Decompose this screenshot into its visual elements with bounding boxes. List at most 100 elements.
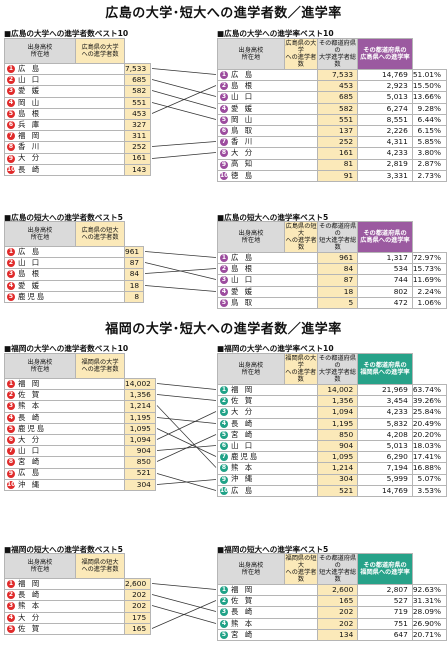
prefecture-name: 長 崎 (231, 418, 255, 428)
prefecture-name: 熊 本 (18, 601, 42, 611)
prefecture-name: 熊 本 (231, 463, 255, 473)
rank-badge: 3 (220, 93, 228, 102)
rank-badge: 4 (7, 98, 15, 107)
rank-badge: 5 (7, 292, 15, 301)
rank-badge: 8 (7, 458, 15, 467)
rank-badge: 1 (220, 254, 228, 263)
prefecture-name: 愛 媛 (231, 103, 255, 113)
prefecture-name: 山 口 (18, 75, 42, 85)
prefecture-name: 鹿児島 (18, 291, 47, 301)
rank-badge: 3 (7, 402, 15, 411)
count-cell: 304 (124, 478, 156, 491)
prefecture-name: 島 根 (231, 264, 255, 274)
rank-badge: 4 (220, 619, 228, 628)
rank-badge: 10 (220, 486, 229, 495)
rank-badge: 1 (220, 386, 228, 395)
right-table-caption: ■福岡の短大への進学率ベスト5 (217, 545, 329, 554)
count-cell: 8 (123, 290, 145, 303)
count-cell: 14,002 (124, 377, 156, 391)
prefecture-name: 佐 賀 (231, 396, 255, 406)
connector-line (144, 285, 217, 292)
rank-badge: 3 (7, 87, 15, 96)
right-table-caption: ■広島の大学への進学率ベスト10 (217, 29, 334, 38)
table-header-row: 出身高校 所在地 福岡県の短大 への進学者数 その都道府県の 短大進学者総数 その都道… (217, 553, 447, 585)
left-table-caption: ■広島の短大への進学者数ベスト5 (4, 213, 123, 222)
prefecture-name: 福 岡 (231, 584, 255, 594)
prefecture-name: 鳥 取 (231, 297, 255, 307)
count-cell: 521 (316, 484, 359, 497)
header-origin: 出身高校 所在地 (4, 221, 76, 247)
header-count: 福岡県の短大 への進学者数 (283, 553, 319, 585)
rank-badge: 5 (7, 624, 15, 633)
origin-cell: 10 徳 島 (217, 169, 318, 182)
count-cell: 1,195 (124, 411, 156, 424)
count-cell: 252 (316, 136, 359, 149)
count-cell: 1,356 (124, 389, 156, 402)
rank-badge: 4 (220, 104, 228, 113)
prefecture-name: 広 島 (18, 468, 42, 478)
connector-line (151, 583, 217, 590)
prefecture-name: 岡 山 (231, 114, 255, 124)
right-ranking-table: 出身高校 所在地 福岡県の大学 への進学者数 その都道府県の 大学進学者総数 その都道… (217, 353, 447, 497)
rank-badge: 3 (7, 270, 15, 279)
table-row: 10 長 崎 143 (4, 163, 152, 176)
count-cell: 7,533 (316, 68, 359, 82)
prefecture-name: 兵 庫 (18, 119, 42, 129)
rank-badge: 1 (7, 248, 15, 257)
right-ranking-table: 出身高校 所在地 福岡県の短大 への進学者数 その都道府県の 短大進学者総数 その都道… (216, 553, 447, 641)
rank-badge: 3 (220, 276, 228, 285)
prefecture-name: 山 口 (18, 446, 42, 456)
table-header-row: 出身高校 所在地 福岡県の短大 への進学者数 (4, 553, 151, 579)
connector-line (156, 383, 217, 390)
connector-line (151, 79, 217, 97)
prefecture-name: 福 岡 (231, 384, 255, 394)
count-cell: 252 (123, 141, 152, 154)
prefecture-name: 熊 本 (231, 618, 255, 628)
prefecture-name: 広 島 (231, 252, 255, 262)
count-cell: 134 (317, 628, 359, 641)
rate-cell: 2.73% (411, 169, 447, 182)
header-count: 広島県の短大 への進学者数 (75, 221, 125, 247)
right-ranking-table: 出身高校 所在地 広島県の大学 への進学者数 その都道府県の 大学進学者総数 その都道… (217, 38, 447, 182)
prefecture-name: 広 島 (18, 63, 42, 73)
prefecture-name: 熊 本 (18, 401, 42, 411)
total-cell: 14,769 (357, 484, 413, 497)
rank-badge: 2 (220, 265, 228, 274)
prefecture-name: 島 根 (18, 269, 42, 279)
prefecture-name: 島 根 (18, 108, 42, 118)
left-ranking-table: 出身高校 所在地 福岡県の短大 への進学者数 1 福 岡 2,600 2 長 崎 202 3 熊 … (4, 553, 152, 635)
rank-badge: 10 (7, 165, 16, 174)
rank-badge: 2 (7, 591, 15, 600)
count-cell: 311 (123, 130, 152, 143)
prefecture-name: 鹿児島 (231, 452, 260, 462)
rank-badge: 8 (220, 149, 228, 158)
rank-badge: 7 (7, 132, 15, 141)
prefecture-name: 長 崎 (231, 607, 255, 617)
count-cell: 161 (123, 152, 152, 165)
rate-cell: 2.87% (411, 158, 447, 171)
prefecture-name: 山 口 (231, 275, 255, 285)
connector-line (156, 411, 217, 440)
prefecture-name: 岡 山 (18, 97, 42, 107)
header-count: 広島県の大学 への進学者数 (283, 38, 318, 70)
rank-badge: 9 (220, 475, 228, 484)
